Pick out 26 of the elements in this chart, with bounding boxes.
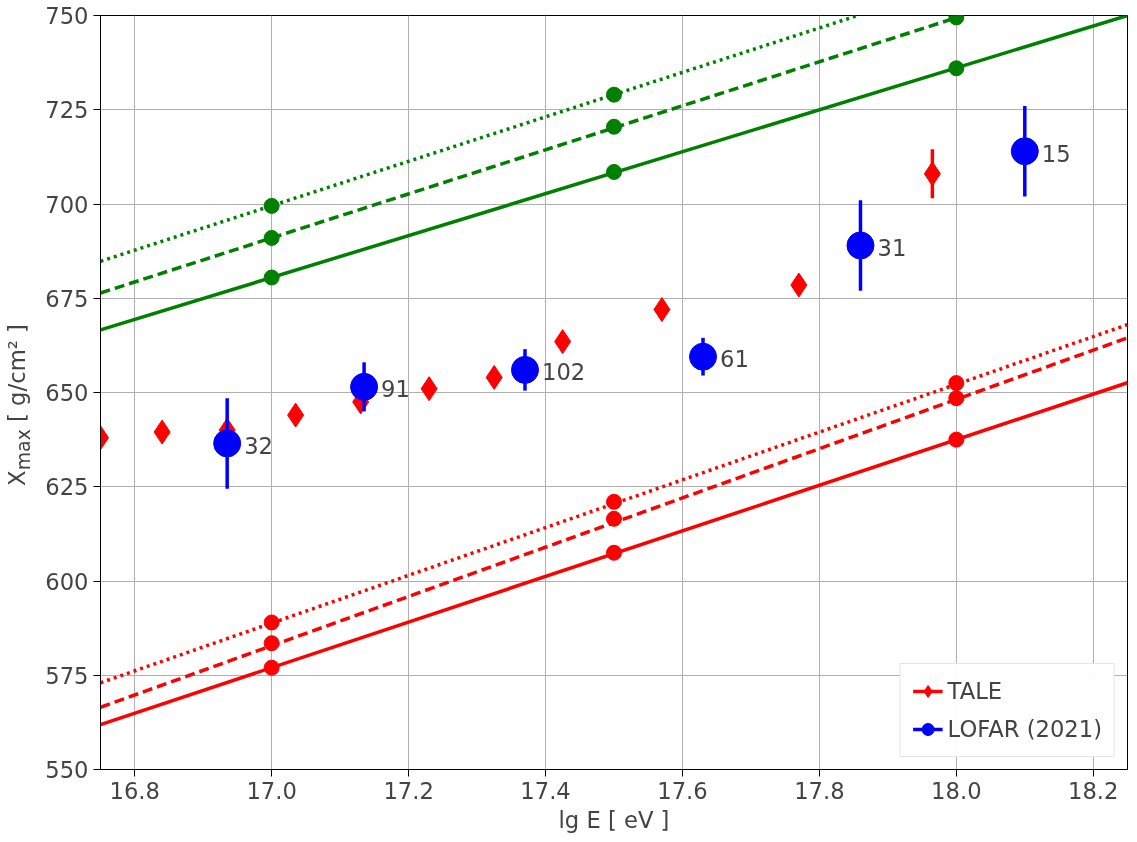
legend-label: TALE (947, 678, 1003, 704)
x-tick-label: 17.0 (246, 777, 297, 804)
annotation: 15 (1041, 140, 1071, 167)
y-tick-label: 700 (45, 191, 89, 218)
x-tick-label: 16.8 (109, 777, 160, 804)
annotation: 32 (244, 432, 274, 459)
y-tick-label: 575 (45, 662, 89, 689)
annotation: 102 (541, 359, 586, 386)
y-tick-label: 625 (45, 474, 89, 501)
y-tick-label: 600 (45, 568, 89, 595)
x-axis-title: lg E [ eV ] (558, 806, 670, 833)
x-tick-label: 18.2 (1068, 777, 1119, 804)
annotation: 91 (381, 376, 410, 403)
x-tick-label: 17.4 (520, 777, 571, 804)
y-tick-label: 750 (45, 3, 89, 29)
x-tick-label: 17.8 (794, 777, 845, 804)
legend-label: LOFAR (2021) (947, 716, 1102, 742)
y-tick-label: 550 (45, 757, 89, 783)
y-tick-label: 675 (45, 285, 89, 312)
x-tick-label: 18.0 (931, 777, 982, 804)
annotation: 31 (877, 234, 907, 261)
y-tick-label: 650 (45, 380, 89, 406)
annotation: 61 (720, 346, 749, 373)
x-tick-label: 17.2 (383, 777, 434, 804)
y-tick-label: 725 (45, 97, 89, 124)
x-tick-label: 17.6 (657, 777, 708, 804)
